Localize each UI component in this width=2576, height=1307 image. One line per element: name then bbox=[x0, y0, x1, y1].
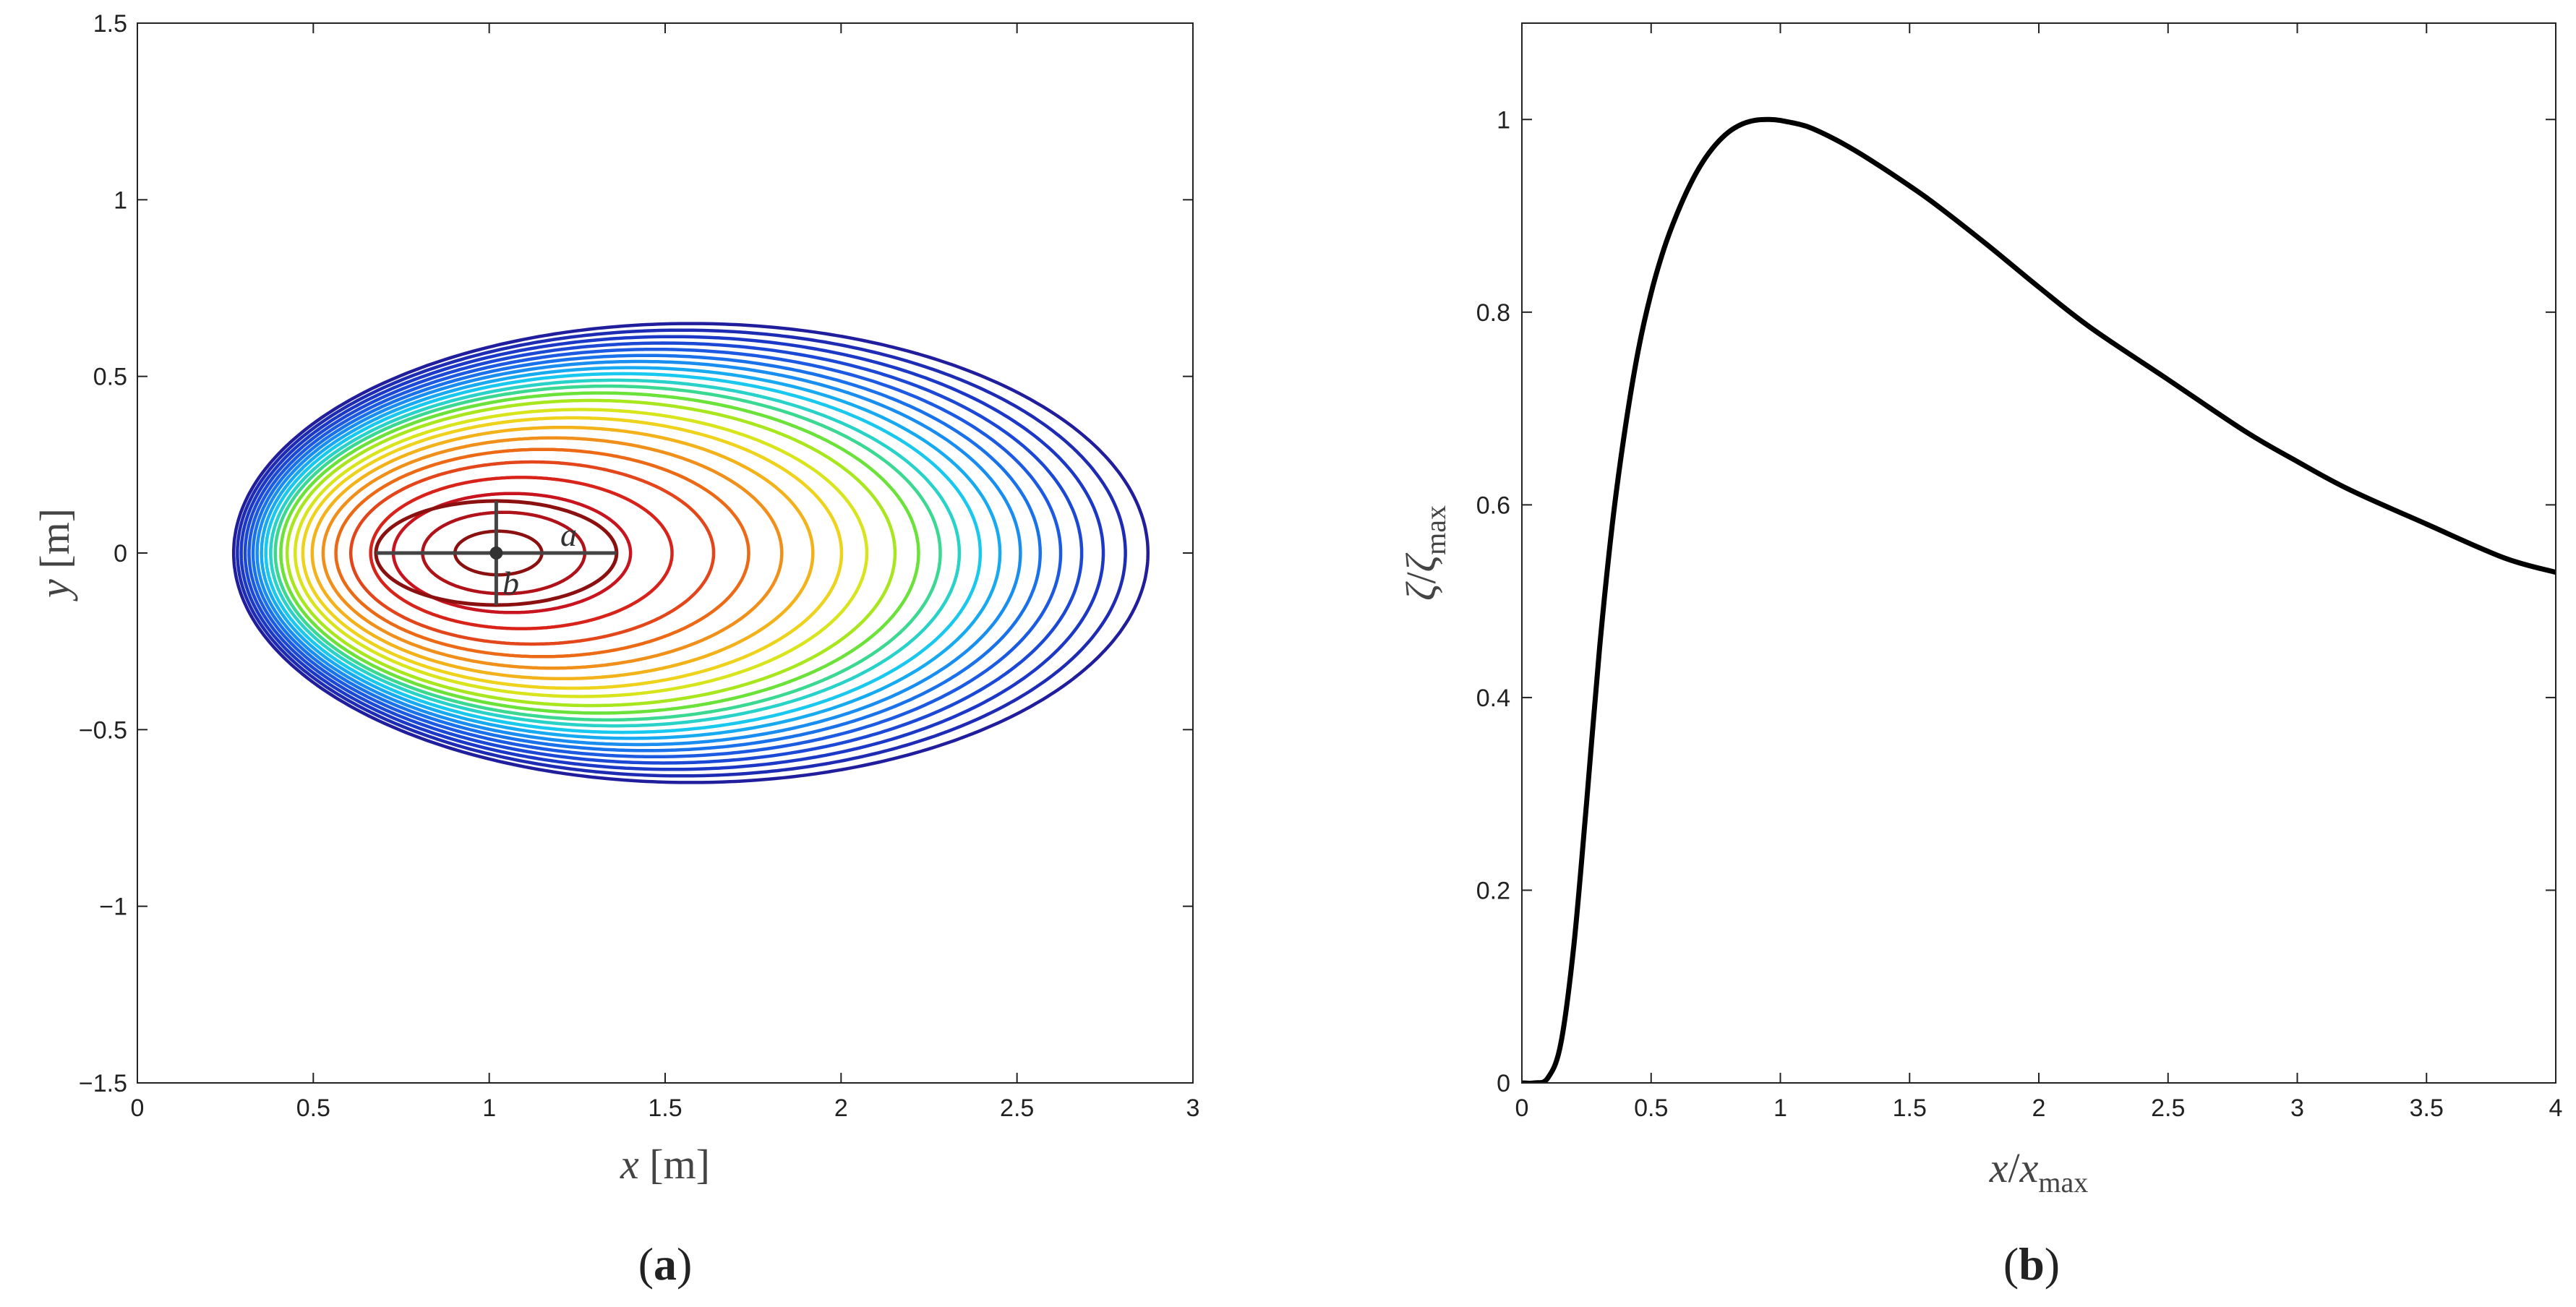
y-tick-label: 0 bbox=[1497, 1070, 1510, 1097]
y-axis-label-b: ζ/ζmax bbox=[1398, 505, 1452, 601]
x-tick-label: 0.5 bbox=[1634, 1094, 1668, 1122]
series-line-zeta bbox=[1522, 116, 2556, 1083]
contour-line bbox=[231, 322, 1150, 784]
x-tick-label: 3 bbox=[2290, 1094, 2304, 1122]
y-tick-label: −1.5 bbox=[79, 1070, 127, 1097]
ellipse-marker bbox=[374, 499, 619, 607]
ellipse-label-a: a bbox=[560, 516, 577, 553]
x-axis-label-b: x/xmax bbox=[1989, 1144, 2089, 1199]
contour-line bbox=[247, 347, 1063, 759]
panel-label-b: (b) bbox=[2003, 1238, 2060, 1290]
x-tick-label: 1.5 bbox=[1893, 1094, 1927, 1122]
y-tick-label: 0.4 bbox=[1476, 685, 1510, 712]
contour-line bbox=[273, 384, 942, 722]
contour-line bbox=[239, 335, 1105, 771]
axes-frame-b bbox=[1521, 22, 2556, 1084]
y-tick-label: −1 bbox=[99, 894, 127, 921]
x-tick-label: 2 bbox=[834, 1094, 848, 1122]
contour-lines bbox=[231, 322, 1150, 784]
contour-line bbox=[310, 425, 815, 681]
x-tick-label: 1 bbox=[482, 1094, 496, 1122]
ticks-a: 0 0.5 1 1.5 2 2.5 3 1.5 1 0.5 0 −0.5 −1 −1.5 bbox=[79, 10, 1200, 1122]
x-tick-label: 3.5 bbox=[2410, 1094, 2444, 1122]
y-tick-label: 0.2 bbox=[1476, 877, 1510, 904]
y-tick-label: 1 bbox=[1497, 106, 1510, 134]
y-tick-label: −0.5 bbox=[79, 716, 127, 744]
contour-line bbox=[391, 492, 633, 614]
panel-label-a: (a) bbox=[638, 1238, 693, 1290]
contour-line bbox=[369, 476, 674, 630]
contour-line bbox=[301, 416, 844, 690]
y-tick-label: 1 bbox=[114, 187, 127, 214]
contour-line bbox=[279, 391, 920, 715]
x-tick-label: 1 bbox=[1773, 1094, 1787, 1122]
contour-line bbox=[255, 359, 1022, 747]
ticks-b: 0 0.5 1 1.5 2 2.5 3 3.5 4 0 0.2 0.4 0.6 0.8 1 bbox=[1476, 23, 2563, 1122]
contour-line bbox=[285, 398, 897, 708]
panel-b-line-plot: 0 0.5 1 1.5 2 2.5 3 3.5 4 0 0.2 0.4 0.6 0.8 1 x/xmax ζ… bbox=[1398, 22, 2563, 1290]
x-tick-label: 1.5 bbox=[648, 1094, 682, 1122]
x-tick-label: 4 bbox=[2549, 1094, 2563, 1122]
x-tick-label: 0 bbox=[1515, 1094, 1529, 1122]
x-tick-label: 2 bbox=[2032, 1094, 2046, 1122]
contour-line bbox=[251, 353, 1043, 753]
contour-line bbox=[260, 366, 1002, 740]
contour-line bbox=[236, 328, 1127, 778]
contour-line bbox=[321, 436, 784, 670]
y-tick-label: 0.6 bbox=[1476, 492, 1510, 519]
x-axis-label-a: x [m] bbox=[620, 1141, 710, 1188]
y-tick-label: 0 bbox=[114, 540, 127, 567]
contour-line bbox=[348, 460, 716, 646]
ellipse-center-point bbox=[489, 547, 503, 560]
y-tick-label: 0.8 bbox=[1476, 299, 1510, 327]
x-tick-label: 2.5 bbox=[2151, 1094, 2185, 1122]
contour-line bbox=[334, 447, 750, 659]
y-tick-label: 1.5 bbox=[93, 10, 127, 38]
x-tick-label: 3 bbox=[1186, 1094, 1200, 1122]
x-tick-label: 0.5 bbox=[296, 1094, 330, 1122]
ellipse-label-b: b bbox=[502, 565, 519, 601]
x-tick-label: 2.5 bbox=[1000, 1094, 1034, 1122]
contour-line bbox=[293, 408, 869, 698]
panel-a-contour-plot: 0 0.5 1 1.5 2 2.5 3 1.5 1 0.5 0 −0.5 −1 −1.5 a b x [m… bbox=[31, 10, 1199, 1290]
contour-line bbox=[269, 378, 962, 728]
contour-line bbox=[243, 341, 1084, 765]
x-tick-label: 0 bbox=[131, 1094, 145, 1122]
y-tick-label: 0.5 bbox=[93, 364, 127, 391]
y-axis-label-a: y [m] bbox=[31, 508, 78, 601]
contour-line bbox=[264, 372, 983, 734]
